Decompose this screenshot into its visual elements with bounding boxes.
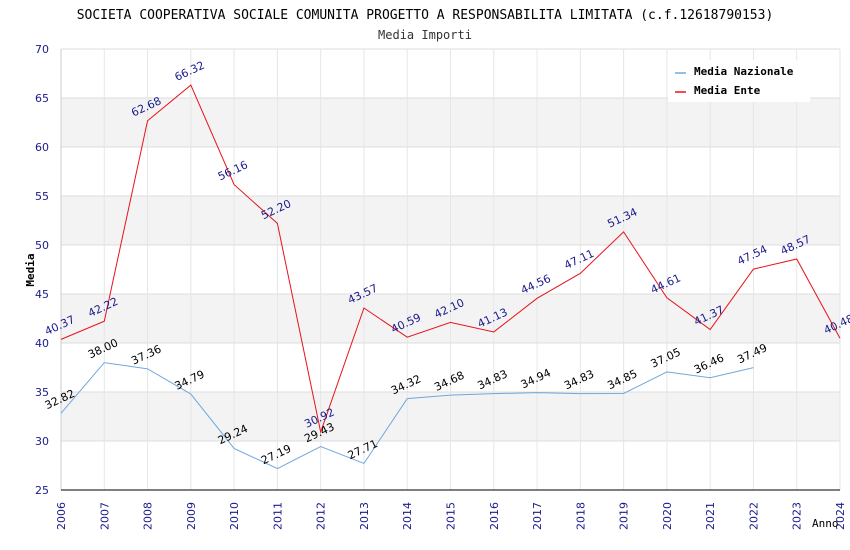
data-label-media-ente: 44.61 [649, 271, 683, 296]
series-line-media-ente [60, 84, 841, 434]
series-lines [60, 84, 841, 470]
x-tick-label: 2020 [661, 502, 674, 530]
y-axis-label: Media [24, 253, 37, 286]
legend-label-media-nazionale: Media Nazionale [694, 65, 794, 78]
data-label-media-ente: 66.32 [173, 59, 207, 84]
y-tick-label: 55 [35, 190, 49, 203]
data-label-media-nazionale: 37.36 [129, 342, 163, 367]
x-tick-label: 2013 [358, 502, 371, 530]
y-tick-label: 35 [35, 386, 49, 399]
x-tick-label: 2017 [531, 502, 544, 530]
x-tick-label: 2009 [185, 502, 198, 530]
x-tick-label: 2011 [271, 502, 284, 530]
data-label-media-ente: 47.54 [735, 243, 769, 268]
data-label-media-nazionale: 37.05 [649, 346, 683, 371]
data-label-media-nazionale: 37.49 [735, 341, 769, 366]
y-tick-labels: 25 30 35 40 45 50 55 60 65 70 [35, 43, 49, 497]
x-tick-label: 2006 [55, 502, 68, 530]
data-label-media-nazionale: 34.79 [173, 368, 207, 393]
x-tick-label: 2018 [574, 502, 587, 530]
y-tick-label: 25 [35, 484, 49, 497]
chart-subtitle: Media Importi [378, 28, 472, 42]
data-label-media-ente: 47.11 [562, 247, 596, 272]
legend-background [668, 60, 810, 102]
x-tick-label: 2012 [315, 502, 328, 530]
y-tick-label: 45 [35, 288, 49, 301]
data-label-media-ente: 56.16 [216, 158, 250, 183]
y-tick-label: 70 [35, 43, 49, 56]
series-line-media-nazionale [60, 362, 754, 470]
y-tick-label: 65 [35, 92, 49, 105]
legend: Media Nazionale Media Ente [668, 60, 810, 102]
y-tick-label: 40 [35, 337, 49, 350]
data-label-media-nazionale: 34.83 [476, 367, 510, 392]
data-label-media-nazionale: 34.83 [562, 367, 596, 392]
chart-title: SOCIETA COOPERATIVA SOCIALE COMUNITA PRO… [77, 8, 774, 23]
x-tick-label: 2023 [791, 502, 804, 530]
x-tick-label: 2014 [401, 502, 414, 530]
x-tick-label: 2022 [747, 502, 760, 530]
y-tick-label: 30 [35, 435, 49, 448]
y-tick-label: 60 [35, 141, 49, 154]
data-label-media-nazionale: 34.94 [519, 366, 553, 391]
data-label-media-nazionale: 34.68 [432, 369, 466, 394]
legend-label-media-ente: Media Ente [694, 84, 761, 97]
x-axis-label: Anno [812, 517, 839, 530]
x-tick-label: 2024 [834, 502, 847, 530]
data-label-media-nazionale: 36.46 [692, 351, 726, 376]
x-tick-labels: 2006 2007 2008 2009 2010 2011 2012 2013 2014 2015… [55, 502, 847, 530]
axes [60, 49, 840, 491]
y-tick-label: 50 [35, 239, 49, 252]
x-tick-label: 2010 [228, 502, 241, 530]
x-tick-label: 2019 [618, 502, 631, 530]
data-label-media-ente: 44.56 [519, 272, 553, 297]
x-tick-label: 2016 [488, 502, 501, 530]
x-tick-label: 2021 [704, 502, 717, 530]
x-tick-label: 2015 [445, 502, 458, 530]
x-tick-label: 2008 [142, 502, 155, 530]
x-tick-label: 2007 [98, 502, 111, 530]
